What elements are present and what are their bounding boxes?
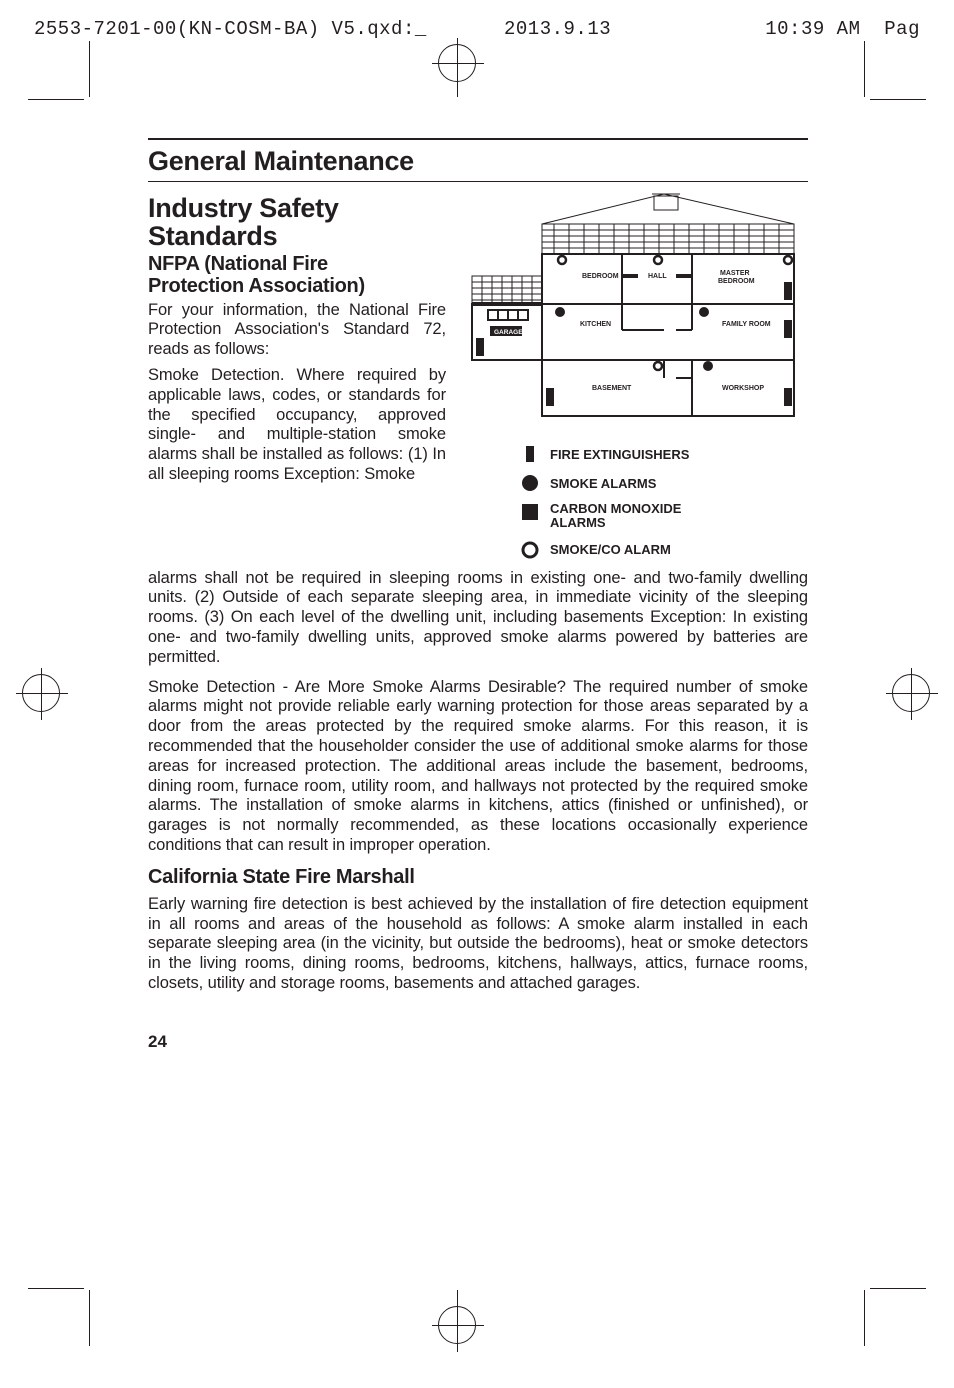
co-alarm-icon <box>520 502 540 522</box>
crop-mark <box>28 99 84 100</box>
room-label: WORKSHOP <box>722 385 764 392</box>
page-content: General Maintenance Industry Safety Stan… <box>148 138 808 1052</box>
room-label: BASEMENT <box>592 385 632 392</box>
room-label: BEDROOM <box>582 273 619 280</box>
legend-label: CARBON MONOXIDEALARMS <box>550 502 681 531</box>
room-label: GARAGE <box>494 329 523 336</box>
industry-heading: Industry Safety Standards <box>148 194 446 251</box>
paragraph: Smoke Detection. Where required by appli… <box>148 366 446 485</box>
room-label: HALL <box>648 273 667 280</box>
column-right: BEDROOM HALL MASTER BEDROOM <box>464 182 806 569</box>
legend-row-co: CARBON MONOXIDEALARMS <box>520 502 806 531</box>
room-label: KITCHEN <box>580 321 611 328</box>
smoke-alarm-icon <box>520 473 540 493</box>
header-date: 2013.9.13 <box>504 18 611 40</box>
crop-mark <box>870 99 926 100</box>
crop-mark <box>28 1288 84 1289</box>
registration-mark-icon <box>892 674 930 712</box>
legend-row-combo: SMOKE/CO ALARM <box>520 540 806 560</box>
header-time: 10:39 AM <box>765 18 860 40</box>
heading-line: NFPA (National Fire <box>148 253 328 275</box>
registration-mark-icon <box>438 1306 476 1344</box>
rule-top <box>148 138 808 140</box>
page-number: 24 <box>148 1032 808 1052</box>
paragraph: For your information, the National Fire … <box>148 301 446 360</box>
fire-extinguisher-icon <box>520 444 540 464</box>
crop-mark <box>870 1288 926 1289</box>
header-page-fragment: Pag <box>884 18 920 40</box>
two-column-layout: Industry Safety Standards NFPA (National… <box>148 182 808 569</box>
california-heading: California State Fire Marshall <box>148 866 808 889</box>
crop-mark <box>864 41 865 97</box>
registration-mark-icon <box>22 674 60 712</box>
nfpa-heading: NFPA (National Fire Protection Associati… <box>148 253 446 297</box>
paragraph: alarms shall not be required in sleeping… <box>148 569 808 668</box>
heading-line: Industry Safety <box>148 193 339 223</box>
floor-plan-diagram: BEDROOM HALL MASTER BEDROOM <box>464 190 806 430</box>
paragraph: Smoke Detection - Are More Smoke Alarms … <box>148 678 808 856</box>
smoke-co-alarm-icon <box>520 540 540 560</box>
paragraph: Early warning fire detection is best ach… <box>148 895 808 994</box>
header-filename: 2553-7201-00(KN-COSM-BA) V5.qxd:_ <box>34 18 427 40</box>
section-title: General Maintenance <box>148 146 808 177</box>
legend: FIRE EXTINGUISHERS SMOKE ALARMS CARBON M… <box>464 444 806 560</box>
registration-mark-icon <box>438 44 476 82</box>
room-label: BEDROOM <box>718 278 755 285</box>
header-tail: 10:39 AM Pag <box>765 18 920 40</box>
room-label: MASTER <box>720 270 750 277</box>
heading-line: Standards <box>148 221 277 251</box>
legend-row-smoke: SMOKE ALARMS <box>520 473 806 493</box>
room-label: FAMILY ROOM <box>722 321 771 328</box>
column-left: Industry Safety Standards NFPA (National… <box>148 182 446 485</box>
legend-label: SMOKE/CO ALARM <box>550 542 671 557</box>
crop-mark <box>89 41 90 97</box>
crop-mark <box>864 1290 865 1346</box>
legend-row-fire-extinguisher: FIRE EXTINGUISHERS <box>520 444 806 464</box>
legend-label: SMOKE ALARMS <box>550 476 656 491</box>
crop-mark <box>89 1290 90 1346</box>
legend-label: FIRE EXTINGUISHERS <box>550 447 689 462</box>
heading-line: Protection Association) <box>148 275 365 297</box>
